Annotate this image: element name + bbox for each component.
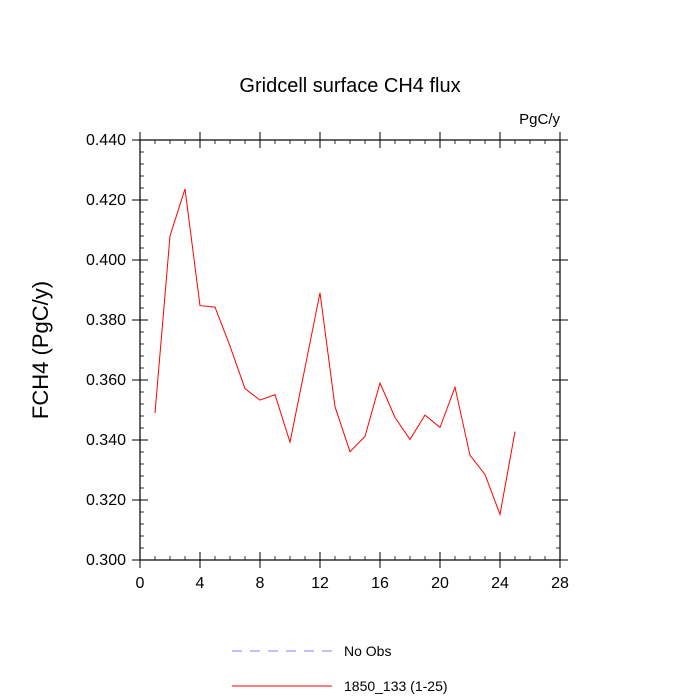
x-tick-label: 12 — [311, 575, 329, 592]
units-label: PgC/y — [519, 111, 560, 128]
x-tick-label: 4 — [196, 575, 205, 592]
plot-frame — [139, 139, 561, 561]
x-tick-label: 20 — [431, 575, 449, 592]
chart-title: Gridcell surface CH4 flux — [239, 75, 460, 97]
y-tick-label: 0.320 — [86, 492, 126, 509]
x-tick-label: 24 — [491, 575, 509, 592]
series-line — [154, 188, 516, 517]
x-tick-label: 0 — [136, 575, 145, 592]
series-layer — [154, 188, 516, 517]
y-tick-label: 0.380 — [86, 312, 126, 329]
y-tick-label: 0.440 — [86, 132, 126, 149]
y-tick-label: 0.400 — [86, 252, 126, 269]
legend-label: 1850_133 (1-25) — [344, 678, 448, 694]
y-axis-title: FCH4 (PgC/y) — [28, 281, 53, 419]
x-tick-label: 8 — [256, 575, 265, 592]
legend-label: No Obs — [344, 643, 391, 659]
y-tick-label: 0.360 — [86, 372, 126, 389]
x-tick-label: 28 — [551, 575, 569, 592]
legend: No Obs 1850_133 (1-25) — [232, 643, 448, 694]
x-tick-label: 16 — [371, 575, 389, 592]
y-tick-label: 0.340 — [86, 432, 126, 449]
y-tick-label: 0.300 — [86, 552, 126, 569]
y-tick-label: 0.420 — [86, 192, 126, 209]
axis-ticks: 0 4 8 12 16 20 24 28 0.300 0.320 0.340 0.360 0.380 0.… — [86, 132, 569, 592]
